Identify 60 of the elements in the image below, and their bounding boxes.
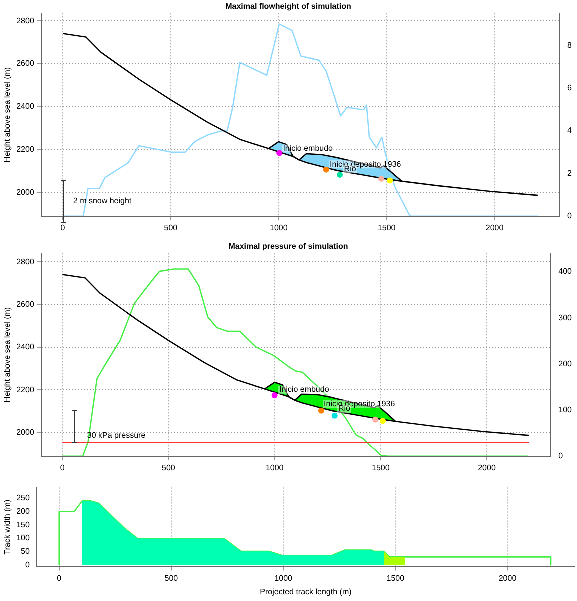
x-tick-label: 500 xyxy=(164,223,178,232)
x-tick-label: 2000 xyxy=(486,223,504,232)
point xyxy=(387,178,394,184)
x-tick-label: 1500 xyxy=(372,463,390,472)
y2-tick-label: 200 xyxy=(558,359,573,368)
y-tick-label: 100 xyxy=(16,534,30,543)
y-tick-label: 2200 xyxy=(16,145,35,154)
x-tick-label: 0 xyxy=(60,463,66,472)
y2-tick-label: 100 xyxy=(558,406,573,415)
x-tick-label: 0 xyxy=(57,574,62,583)
y-tick-label: 2400 xyxy=(16,102,35,112)
y-tick-label: 2400 xyxy=(16,342,35,352)
y2-tick-label: 300 xyxy=(558,313,573,322)
y-tick-label: 2200 xyxy=(16,385,35,394)
y2-tick-label: 0 xyxy=(558,452,564,461)
x-axis-title: Projected track length (m) xyxy=(260,587,352,596)
x-tick-label: 0 xyxy=(60,223,66,232)
point xyxy=(272,392,278,399)
x-tick-label: 500 xyxy=(164,574,179,583)
x-tick-label: 1000 xyxy=(274,574,294,583)
x-tick-label: 2000 xyxy=(498,574,518,583)
y-tick-label: 2600 xyxy=(16,59,35,68)
y2-tick-label: 400 xyxy=(558,267,573,276)
point xyxy=(276,150,283,156)
y-tick-label: 2600 xyxy=(16,300,35,310)
chart-title: Maximal pressure of simulation xyxy=(228,242,348,252)
x-tick-label: 500 xyxy=(162,463,176,472)
y-tick-label: 200 xyxy=(16,507,30,516)
chart-title: Maximal flowheight of simulation xyxy=(226,2,352,12)
annotation: Inicio embudo xyxy=(283,144,334,154)
y-tick-label: 50 xyxy=(21,547,30,556)
y-axis-title: Height above sea level (m) xyxy=(3,67,12,163)
point xyxy=(378,176,384,182)
y-tick-label: 2800 xyxy=(16,257,35,266)
annotation: Inicio embudo xyxy=(279,385,330,394)
point xyxy=(318,408,324,414)
y-axis-title: Height above sea level (m) xyxy=(3,307,12,403)
x-tick-label: 1500 xyxy=(386,574,406,583)
y-tick-label: 250 xyxy=(16,494,30,503)
x-tick-label: 1500 xyxy=(378,223,396,232)
y2-tick-label: 4 xyxy=(568,126,573,136)
x-tick-label: 1000 xyxy=(270,223,288,232)
y2-tick-label: 6 xyxy=(568,84,573,93)
y-tick-label: 2000 xyxy=(16,428,35,438)
y-tick-label: 2800 xyxy=(16,16,35,26)
point xyxy=(336,172,343,178)
y-tick-label: 0 xyxy=(25,560,30,570)
point xyxy=(332,412,338,419)
y-axis-title: Track width (m) xyxy=(3,500,12,555)
x-tick-label: 1000 xyxy=(266,463,284,472)
y2-tick-label: 2 xyxy=(568,168,573,178)
annotation: 2 m snow height xyxy=(73,196,132,206)
point xyxy=(380,418,386,424)
y-tick-label: 2000 xyxy=(16,188,35,197)
point xyxy=(372,416,379,423)
x-tick-label: 2000 xyxy=(478,463,496,472)
point xyxy=(323,166,330,173)
y2-tick-label: 8 xyxy=(568,40,573,50)
y-tick-label: 150 xyxy=(16,520,30,530)
y2-tick-label: 0 xyxy=(568,212,573,221)
